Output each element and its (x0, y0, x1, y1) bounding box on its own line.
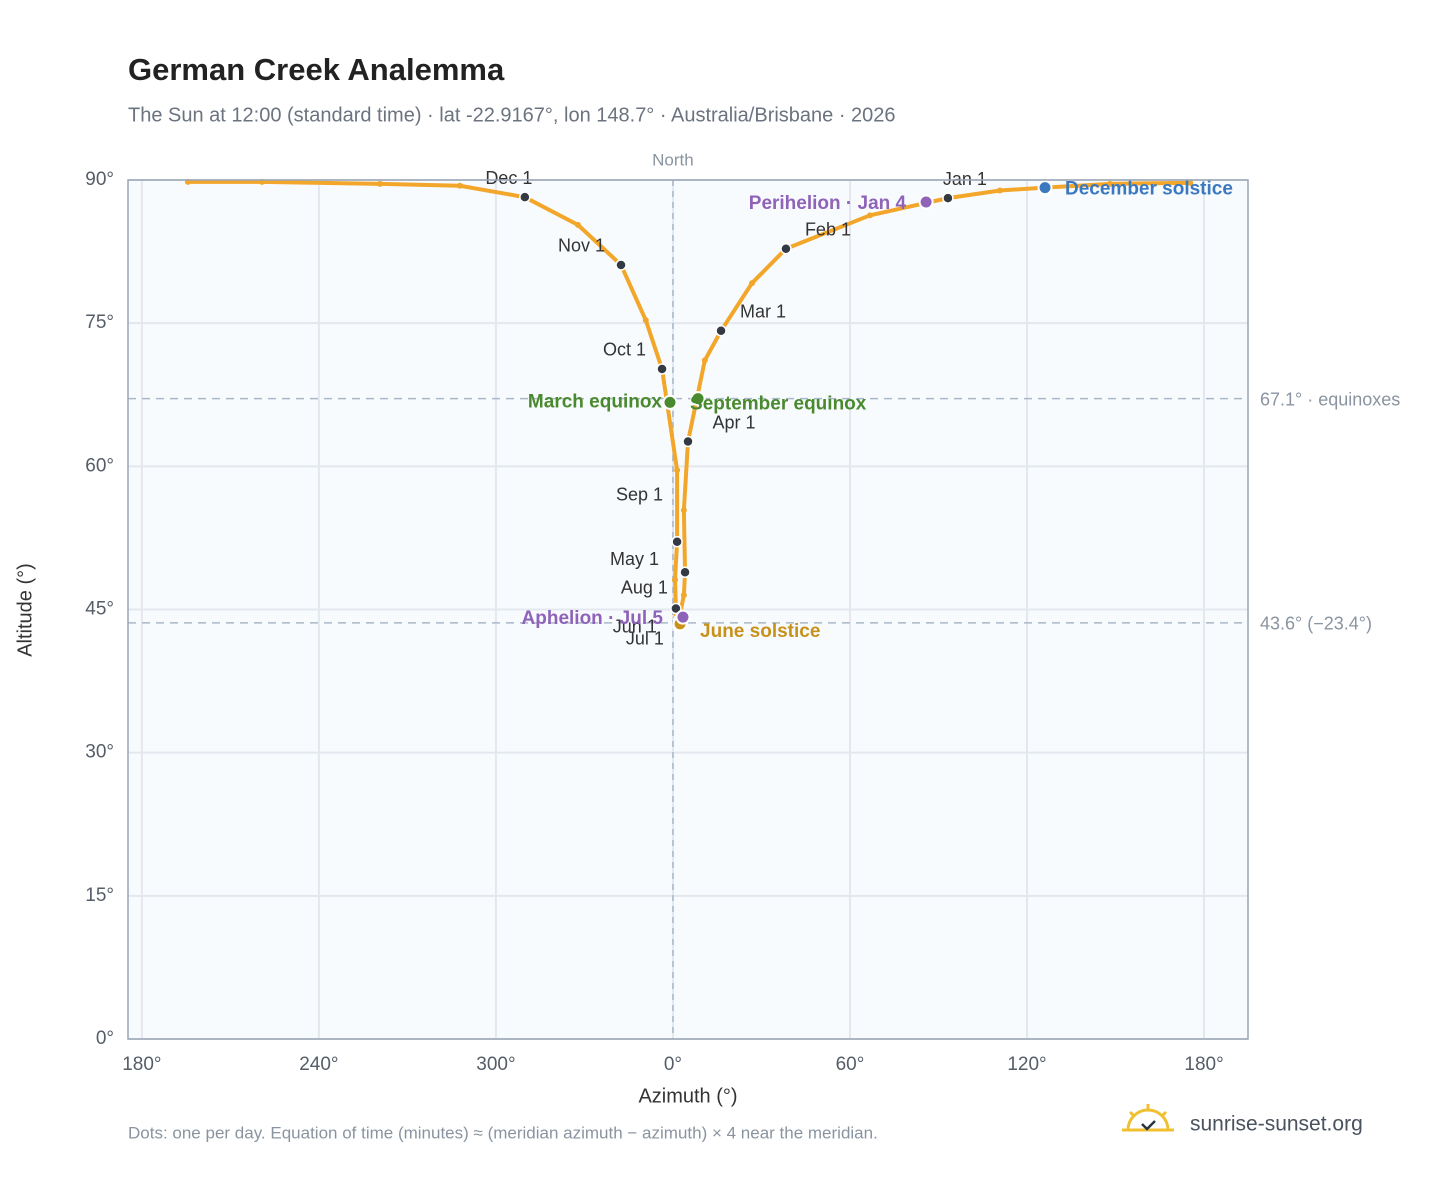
month-marker (679, 566, 691, 579)
month-label: Aug 1 (621, 577, 668, 597)
day-dot (674, 467, 681, 474)
x-tick-label: 240° (299, 1054, 338, 1075)
y-tick-label: 75° (85, 312, 114, 333)
day-dot (680, 507, 687, 514)
footnote: Dots: one per day. Equation of time (min… (128, 1123, 878, 1142)
month-marker (671, 535, 683, 548)
day-dot (996, 187, 1003, 194)
day-dot (672, 576, 679, 583)
day-dot (574, 221, 581, 228)
event-label: Perihelion · Jan 4 (749, 193, 907, 214)
x-axis-label: Azimuth (°) (638, 1085, 737, 1107)
x-tick-label: 180° (1184, 1054, 1223, 1075)
month-marker (942, 192, 954, 204)
month-label: Nov 1 (558, 236, 605, 256)
x-tick-label: 120° (1007, 1054, 1046, 1075)
day-dot (642, 317, 649, 324)
day-dot (1187, 179, 1194, 186)
y-axis-label: Altitude (°) (14, 563, 36, 657)
month-label: Jul 1 (626, 628, 664, 648)
y-tick-label: 15° (85, 885, 114, 906)
x-tick-label: 180° (122, 1054, 161, 1075)
event-marker (1037, 180, 1053, 196)
month-label: Oct 1 (603, 340, 646, 360)
plot-frame (127, 179, 1249, 1040)
month-marker (670, 602, 682, 615)
y-tick-label: 45° (85, 599, 114, 620)
reference-label: North (652, 150, 694, 169)
month-label: Dec 1 (485, 168, 532, 188)
day-dot (867, 212, 874, 219)
month-marker (682, 435, 694, 448)
month-label: Feb 1 (805, 219, 851, 239)
y-tick-label: 60° (85, 455, 114, 476)
x-tick-label: 0° (664, 1054, 682, 1075)
month-marker (780, 242, 792, 255)
reference-label: 43.6° (−23.4°) (1260, 614, 1372, 634)
chart-subtitle: The Sun at 12:00 (standard time) · lat -… (128, 104, 896, 126)
event-label: March equinox (528, 391, 663, 412)
month-label: Jun 1 (613, 617, 657, 637)
x-tick-label: 300° (476, 1054, 515, 1075)
month-marker (715, 325, 727, 337)
event-label: June solstice (700, 621, 820, 642)
day-dot (456, 182, 463, 189)
event-marker (690, 391, 706, 407)
month-label: Mar 1 (740, 302, 786, 322)
x-tick-label: 60° (836, 1054, 865, 1075)
day-dot (701, 357, 708, 364)
day-dot (1106, 180, 1113, 187)
event-label: December solstice (1065, 179, 1233, 200)
day-dot (680, 592, 687, 599)
day-dot (376, 180, 383, 187)
month-label: Apr 1 (712, 412, 755, 432)
event-marker (662, 394, 678, 410)
day-dot (749, 280, 756, 287)
chart-title: German Creek Analemma (128, 52, 505, 87)
y-tick-label: 90° (85, 169, 114, 190)
month-marker (615, 259, 627, 271)
month-label: Jan 1 (943, 169, 987, 189)
brand: sunrise-sunset.org (1190, 1113, 1363, 1136)
event-label: September equinox (690, 394, 867, 415)
event-marker (918, 194, 934, 210)
brand-icon (1122, 1104, 1174, 1132)
month-marker (656, 363, 668, 375)
month-label: Sep 1 (616, 484, 663, 504)
event-label: Aphelion · Jul 5 (522, 608, 664, 629)
y-tick-label: 0° (96, 1028, 114, 1049)
month-label: May 1 (610, 549, 659, 569)
month-marker (519, 191, 531, 203)
event-marker (675, 609, 691, 625)
reference-label: 67.1° · equinoxes (1260, 389, 1400, 409)
y-tick-label: 30° (85, 742, 114, 763)
